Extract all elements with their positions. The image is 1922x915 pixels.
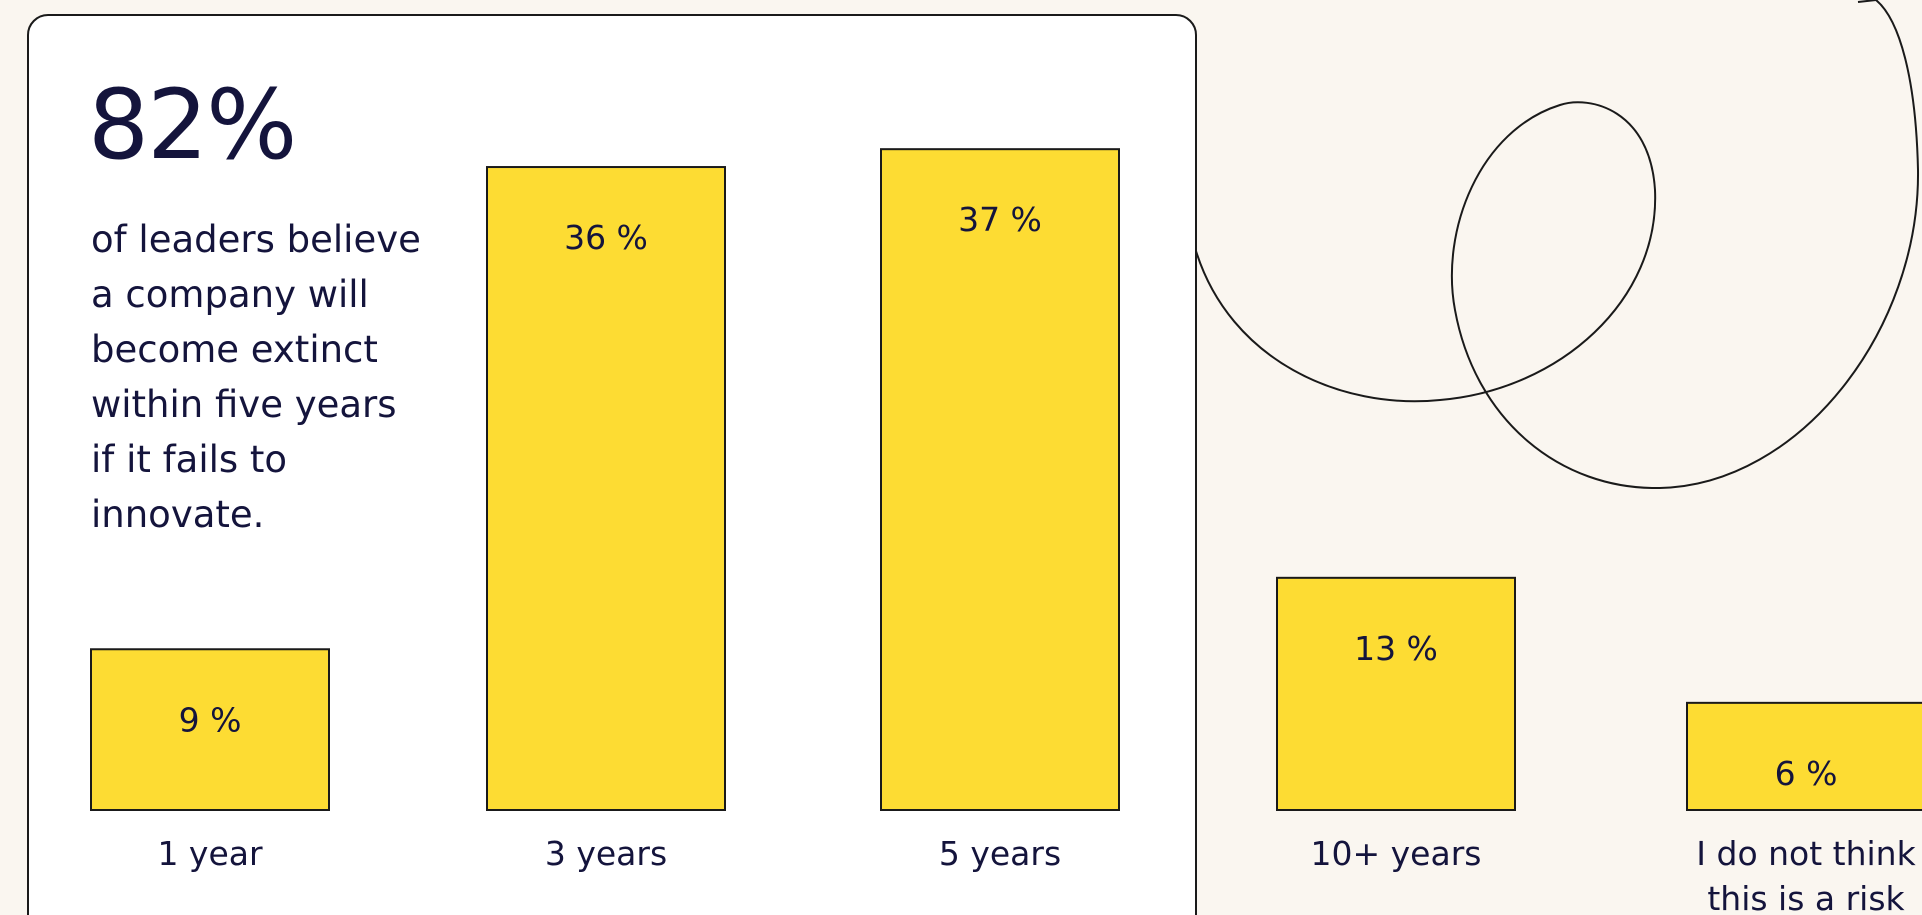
- x-tick-label: 10+ years: [1311, 834, 1482, 873]
- value-label: 37 %: [958, 200, 1042, 239]
- bar: [90, 648, 330, 812]
- decorative-arrowhead: [1857, 0, 1877, 3]
- value-label: 6 %: [1775, 754, 1838, 793]
- highlight: 82%: [88, 69, 297, 181]
- bars: 9 % 1 year 36 % 3 years 37 % 5 years 13 % 10+ y…: [90, 148, 1922, 915]
- x-tick-label: 5 years: [939, 834, 1061, 873]
- value-label: 36 %: [564, 218, 648, 257]
- x-tick-label: I do not think this is a risk: [1696, 834, 1916, 915]
- x-tick-label: 3 years: [545, 834, 667, 873]
- bar: [880, 148, 1120, 811]
- bar: [1276, 576, 1516, 811]
- bar: [486, 166, 726, 812]
- x-tick-label: 1 year: [157, 834, 263, 873]
- value-label: 13 %: [1354, 629, 1438, 668]
- bar: [1686, 701, 1922, 812]
- decorative-curve: [1195, 0, 1920, 490]
- description: of leaders believe a company will become…: [91, 218, 421, 536]
- value-label: 9 %: [179, 700, 242, 739]
